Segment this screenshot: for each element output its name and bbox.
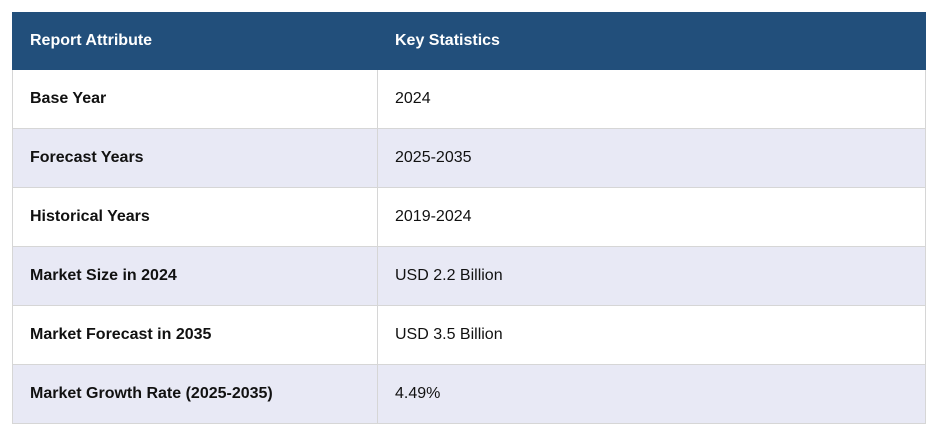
- attribute-cell: Market Growth Rate (2025-2035): [12, 364, 378, 424]
- value-cell: USD 2.2 Billion: [377, 246, 926, 306]
- value-cell: 2025-2035: [377, 128, 926, 188]
- header-row: Report Attribute Key Statistics: [12, 12, 926, 70]
- attribute-cell: Market Forecast in 2035: [12, 305, 378, 365]
- stats-table: Report Attribute Key Statistics Base Year…: [12, 12, 926, 424]
- value-cell: USD 3.5 Billion: [377, 305, 926, 365]
- header-cell: Key Statistics: [377, 12, 926, 70]
- attribute-cell: Market Size in 2024: [12, 246, 378, 306]
- attribute-cell: Base Year: [12, 69, 378, 129]
- attribute-cell: Forecast Years: [12, 128, 378, 188]
- table-body: Base Year 2024 Forecast Years 2025-2035 Hist…: [12, 69, 926, 424]
- value-cell: 2019-2024: [377, 187, 926, 247]
- table-row: Forecast Years 2025-2035: [12, 128, 926, 188]
- table-row: Market Size in 2024 USD 2.2 Billion: [12, 246, 926, 306]
- table-row: Base Year 2024: [12, 69, 926, 129]
- table-row: Market Growth Rate (2025-2035) 4.49%: [12, 364, 926, 424]
- table-header: Report Attribute Key Statistics: [12, 12, 926, 70]
- value-cell: 2024: [377, 69, 926, 129]
- attribute-cell: Historical Years: [12, 187, 378, 247]
- table-row: Market Forecast in 2035 USD 3.5 Billion: [12, 305, 926, 365]
- value-cell: 4.49%: [377, 364, 926, 424]
- header-cell: Report Attribute: [12, 12, 378, 70]
- table-row: Historical Years 2019-2024: [12, 187, 926, 247]
